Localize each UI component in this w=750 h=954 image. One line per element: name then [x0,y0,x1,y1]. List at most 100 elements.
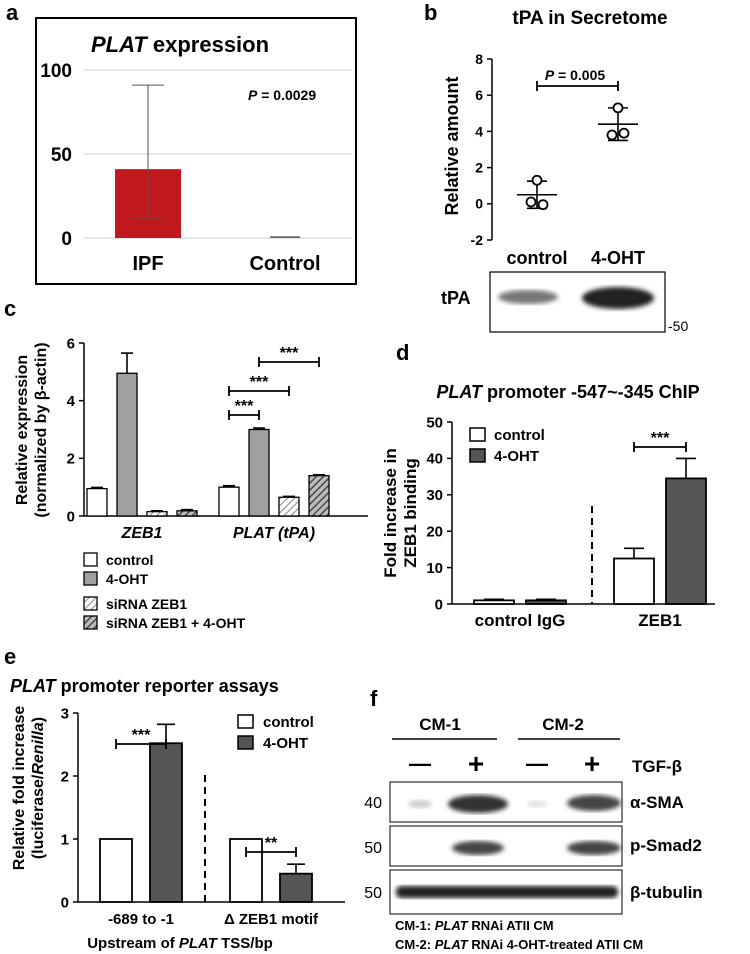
panel-d-legend: control 4-OHT [469,427,545,465]
y-tick-label: 2 [475,160,483,176]
panel-e-legend: control 4-OHT [237,714,314,752]
x-tick-label: control [507,248,568,268]
bar-sirna-zeb1-4-oht [308,474,330,517]
data-point [525,196,537,208]
panel-f-sign-2: + [468,748,484,779]
panel-c-letter: c [4,296,16,321]
panel-c-legend: control 4-OHT siRNA ZEB1 siRNA ZEB1 + 4-… [83,552,246,631]
panel-d-letter: d [396,340,409,365]
panel-f-sign-1: — [409,751,431,776]
y-tick-label: 0 [67,508,75,525]
x-tick-label: ZEB1 [638,611,681,630]
sig-bracket-3-label: *** [280,345,299,362]
panel-b-blot-band-control [498,290,558,304]
panel-f-sign-3: — [526,751,548,776]
panel-e-title: PLAT promoter reporter assays [10,676,279,696]
bar-control [86,487,108,517]
band-psmad2-4 [567,841,621,855]
bar-control [218,486,240,517]
panel-a-title-gene: PLAT [91,32,148,57]
x-tick-label: -689 to -1 [108,911,174,928]
legend-swatch-control [469,427,486,442]
panel-a-letter: a [6,0,19,25]
legend-label-4oht: 4-OHT [263,735,308,752]
panel-b-blot-label: tPA [441,288,471,308]
y-tick-label: 0 [475,196,483,212]
sig-bracket-label: *** [651,430,670,447]
legend-label-4oht: 4-OHT [494,448,539,465]
panel-c-chart: 0 2 4 6 ZEB1 PLAT (tPA) *** *** *** [67,335,368,542]
y-tick-label: 6 [67,335,75,352]
band-asma-3 [527,801,547,807]
panel-f-sign-4: + [584,748,600,779]
y-tick-label: 10 [426,560,443,577]
y-tick-label: 50 [426,414,443,431]
y-tick-label: -2 [471,232,484,248]
y-tick-label: 20 [426,523,443,540]
bar-4-oht [525,599,567,605]
x-tick-label: PLAT (tPA) [233,525,315,542]
x-tick-label: IPF [132,253,163,275]
panel-a-title-rest: expression [147,32,269,57]
panel-f-treatment: TGF-β [632,757,682,776]
y-tick-label: 0 [435,596,443,613]
panel-f-group-cm2: CM-2 [542,715,584,734]
panel-e-xtitle: Upstream of PLAT TSS/bp [87,935,273,952]
data-point [537,199,549,211]
legend-swatch-control [83,552,98,567]
bar-control [613,557,655,605]
legend-swatch-4oht [237,735,254,750]
panel-b-pvalue: P = 0.005 [545,67,606,83]
bar-control [473,599,515,605]
band-asma-4 [567,795,621,811]
y-tick-label: 0 [61,894,69,911]
y-tick-label: 3 [61,705,69,722]
x-tick-label: 4-OHT [591,248,645,268]
y-tick-label: 4 [67,393,76,410]
marker-asma: 40 [364,795,382,812]
sig-bracket-1-label: *** [132,727,151,744]
band-asma-1 [408,800,432,808]
x-tick-label: ZEB1 [121,525,163,542]
bar-sirna-zeb1 [146,511,168,517]
sig-bracket-2-label: ** [265,835,278,852]
y-tick-label: 8 [475,51,483,67]
panel-f-letter: f [370,686,378,711]
legend-label-4oht: 4-OHT [106,571,148,587]
panel-e-letter: e [4,644,16,669]
band-label-tubulin: β-tubulin [630,883,703,902]
panel-f-group-cm1: CM-1 [419,715,461,734]
y-tick-label: 2 [61,768,69,785]
legend-swatch-4oht [83,571,98,586]
legend-label-control: control [263,714,314,731]
x-tick-label: Control [249,253,320,275]
bar-4-oht [149,742,183,903]
y-tick-label: 40 [426,451,443,468]
panel-f-note-2: CM-2: PLAT RNAi 4-OHT-treated ATII CM [395,937,643,952]
panel-f-note-1: CM-1: PLAT RNAi ATII CM [395,918,554,933]
panel-b-letter: b [424,0,437,25]
y-tick-label: 0 [61,229,72,250]
bar-4-oht [116,372,138,517]
bar-control [99,838,133,903]
data-point [531,174,543,186]
panel-a-frame [35,17,357,285]
legend-swatch-sirna-4oht [83,615,98,630]
band-psmad2-2 [452,841,504,855]
panel-d-ylabel-1: Fold increase in [381,448,400,577]
legend-label-sirna: siRNA ZEB1 [106,596,187,612]
legend-swatch-control [237,714,254,729]
marker-psmad2: 50 [364,840,382,857]
panel-d-title: PLAT promoter -547~-345 ChIP [436,382,699,402]
panel-b-ylabel: Relative amount [442,76,462,215]
band-label-asma: α-SMA [630,793,684,812]
y-tick-label: 1 [61,831,69,848]
panel-b-blot-marker: -50 [668,318,688,334]
bar-4-oht [248,428,270,517]
x-tick-label: control IgG [475,611,566,630]
data-point [612,102,624,114]
legend-swatch-sirna [83,596,98,611]
panel-b-title: tPA in Secretome [512,8,667,29]
